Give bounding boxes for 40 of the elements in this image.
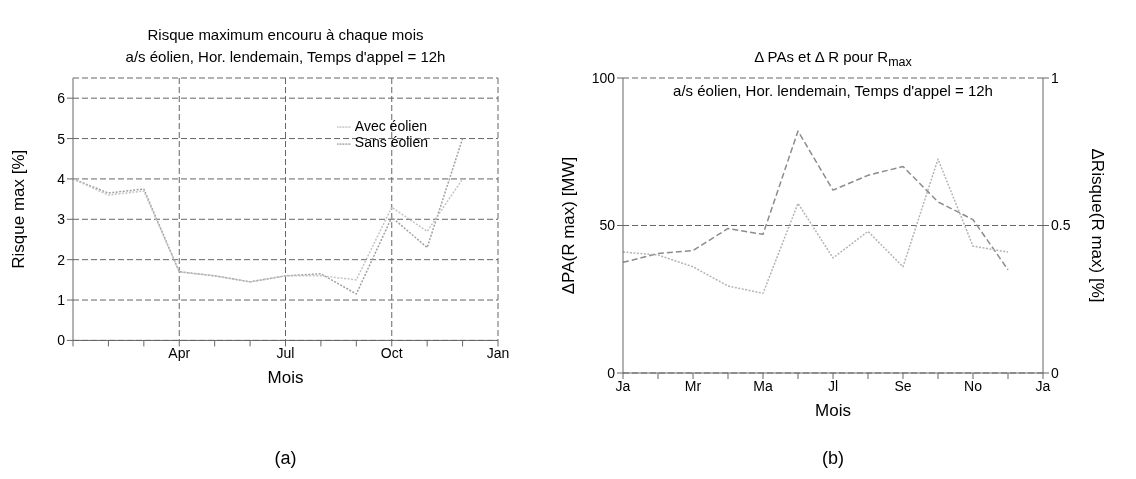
- chart-subtitle: a/s éolien, Hor. lendemain, Temps d'appel = 12h: [124, 48, 447, 65]
- x-tick-label: Jan: [486, 345, 510, 362]
- x-tick-label: Ja: [615, 377, 631, 394]
- y-axis-title: ΔPA(R max) [MW]: [559, 156, 579, 295]
- y-axis-title: Risque max [%]: [9, 149, 29, 269]
- line-series: [623, 130, 1009, 271]
- y-tick-label: 2: [57, 251, 66, 268]
- x-tick-label: Apr: [168, 345, 191, 362]
- x-axis-title: Mois: [267, 368, 304, 388]
- chart-title: Δ PAs et Δ R pour R$_{max}$: [753, 48, 913, 69]
- y-tick-label: 4: [57, 170, 66, 187]
- text: (a): [273, 448, 298, 469]
- x-tick-label: Ja: [1035, 377, 1051, 394]
- line-series: [623, 158, 1009, 295]
- y-tick-label: 50: [599, 217, 616, 234]
- y2-tick-label: 1: [1051, 69, 1059, 86]
- y-tick-label: 100: [591, 69, 616, 86]
- x-tick-label: Ma: [753, 377, 773, 394]
- legend-label: Sans éolien: [354, 134, 428, 151]
- y-tick-label: 0: [57, 332, 66, 349]
- legend-label: Avec éolien: [354, 118, 427, 134]
- line-series: [73, 178, 464, 283]
- chart-title: Risque maximum encouru à chaque mois: [146, 26, 425, 43]
- text: (b): [821, 448, 845, 469]
- x-axis-title: Mois: [815, 401, 851, 420]
- y-tick-label: 3: [57, 211, 66, 228]
- x-tick-label: Oct: [380, 345, 403, 362]
- x-tick-label: Jul: [276, 345, 295, 362]
- y-tick-label: 1: [57, 292, 66, 309]
- x-tick-label: Se: [894, 377, 912, 394]
- y-tick-label: 6: [57, 90, 66, 107]
- x-tick-label: Jl: [827, 377, 839, 394]
- y-tick-label: 5: [57, 130, 66, 147]
- annotation: a/s éolien, Hor. lendemain, Temps d'appel = 12h: [672, 82, 994, 99]
- x-tick-label: Mr: [684, 377, 702, 394]
- y2-tick-label: 0.5: [1051, 217, 1071, 234]
- y2-tick-label: 0: [1051, 364, 1059, 381]
- y2-axis-title: ΔRisque(R max) [%]: [1087, 148, 1107, 303]
- y-tick-label: 0: [607, 364, 616, 381]
- x-tick-label: No: [964, 377, 983, 394]
